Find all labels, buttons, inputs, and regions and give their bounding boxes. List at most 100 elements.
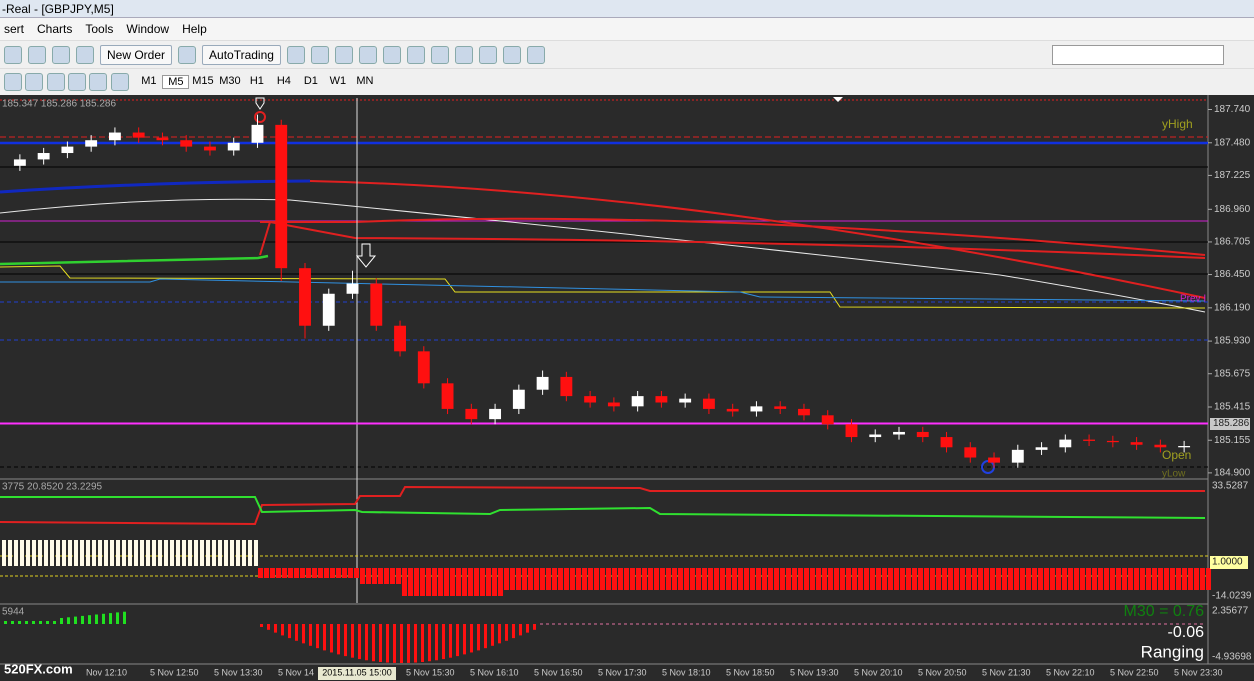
histogram-bar xyxy=(846,568,851,590)
icon[interactable] xyxy=(430,45,449,64)
icon[interactable] xyxy=(25,73,44,91)
timeframe-button[interactable]: M1 xyxy=(141,75,157,87)
histogram-bar xyxy=(948,568,953,590)
histogram-bar xyxy=(463,624,466,655)
y-tick-label: 187.740 xyxy=(1214,104,1251,115)
candle-body xyxy=(536,376,549,390)
indicator-line xyxy=(0,485,1205,526)
timeframe-button[interactable]: W1 xyxy=(329,75,347,87)
histogram-bar xyxy=(32,621,35,624)
histogram-bar xyxy=(366,568,371,584)
histogram-bar xyxy=(378,568,383,584)
histogram-bar xyxy=(1200,568,1205,590)
icon[interactable] xyxy=(89,73,108,91)
histogram-bar xyxy=(242,540,246,566)
icon[interactable] xyxy=(4,45,22,64)
histogram-bar xyxy=(528,568,533,590)
new-order-button[interactable]: New Order xyxy=(100,44,173,65)
icon[interactable] xyxy=(382,45,401,64)
histogram-bar xyxy=(98,540,102,566)
icon[interactable] xyxy=(28,45,46,64)
candle-body xyxy=(940,437,953,448)
histogram-bar xyxy=(1116,568,1121,590)
timeframe-button[interactable]: D1 xyxy=(303,75,318,87)
histogram-bar xyxy=(428,624,431,662)
level-label: yHigh xyxy=(1162,117,1193,131)
x-tick-label: 5 Nov 19:30 xyxy=(790,667,839,677)
icon[interactable] xyxy=(76,45,94,64)
candle-body xyxy=(1059,439,1072,448)
icon[interactable] xyxy=(68,73,87,91)
icon[interactable] xyxy=(286,45,305,64)
histogram-bar xyxy=(930,568,935,590)
icon[interactable] xyxy=(406,45,425,64)
menu-item[interactable]: Tools xyxy=(85,22,114,36)
histogram-bar xyxy=(402,568,407,596)
histogram-bar xyxy=(152,540,156,566)
cursor-time-box xyxy=(318,667,396,680)
histogram-bar xyxy=(684,568,689,590)
histogram-bar xyxy=(282,568,287,578)
histogram-bar xyxy=(484,624,487,649)
timeframe-button[interactable]: MN xyxy=(356,75,374,87)
icon[interactable] xyxy=(310,45,329,64)
histogram-bar xyxy=(1170,568,1175,590)
timeframe-button[interactable]: M15 xyxy=(192,75,214,87)
icon[interactable] xyxy=(110,73,129,91)
candle-body xyxy=(85,140,98,147)
y-tick-label: 187.480 xyxy=(1214,137,1251,148)
histogram-bar xyxy=(900,568,905,590)
candle-body xyxy=(275,124,288,269)
icon[interactable] xyxy=(178,45,197,64)
timeframe-button[interactable]: M30 xyxy=(219,75,241,87)
price-axis-area xyxy=(1208,95,1254,681)
icon[interactable] xyxy=(4,73,22,91)
search-box[interactable] xyxy=(1052,44,1224,65)
histogram-bar xyxy=(408,568,413,596)
icon[interactable] xyxy=(46,73,65,91)
menu-item[interactable]: sert xyxy=(4,22,25,36)
autotrading-button[interactable]: AutoTrading xyxy=(202,44,281,65)
timeframe-button[interactable]: H4 xyxy=(276,75,291,87)
icon[interactable] xyxy=(526,45,545,64)
histogram-bar xyxy=(230,540,234,566)
x-tick-label: 5 Nov 18:10 xyxy=(662,667,711,677)
y-tick-label: 186.190 xyxy=(1214,302,1251,313)
timeframe-button[interactable]: H1 xyxy=(249,75,264,87)
menu-item[interactable]: Charts xyxy=(37,22,73,36)
icon[interactable] xyxy=(358,45,377,64)
histogram-bar xyxy=(984,568,989,590)
histogram-bar xyxy=(462,568,467,596)
histogram-bar xyxy=(60,618,63,624)
histogram-bar xyxy=(624,568,629,590)
histogram-bar xyxy=(109,613,112,624)
current-price-label: 185.286 xyxy=(1213,418,1250,429)
icon[interactable] xyxy=(478,45,497,64)
histogram-bar xyxy=(316,624,319,649)
histogram-bar xyxy=(1152,568,1157,590)
histogram-bar xyxy=(102,613,105,624)
histogram-bar xyxy=(1128,568,1133,590)
histogram-bar xyxy=(702,568,707,590)
histogram-bar xyxy=(522,568,527,590)
histogram-bar xyxy=(53,621,56,624)
histogram-bar xyxy=(678,568,683,590)
histogram-bar xyxy=(1038,568,1043,590)
icon[interactable] xyxy=(52,45,70,64)
candle-body xyxy=(1011,449,1024,463)
histogram-bar xyxy=(39,621,42,624)
candle-body xyxy=(631,396,644,407)
histogram-bar xyxy=(122,540,126,566)
timeframe-button[interactable]: M5 xyxy=(162,75,190,89)
histogram-bar xyxy=(1188,568,1193,590)
icon[interactable] xyxy=(454,45,473,64)
menu-item[interactable]: Window xyxy=(126,22,170,36)
histogram-bar xyxy=(337,624,340,655)
histogram-bar xyxy=(996,568,1001,590)
icon[interactable] xyxy=(502,45,521,64)
icon[interactable] xyxy=(334,45,353,64)
menu-item[interactable]: Help xyxy=(182,22,207,36)
signal-marker xyxy=(254,111,266,123)
histogram-bar xyxy=(1164,568,1169,590)
